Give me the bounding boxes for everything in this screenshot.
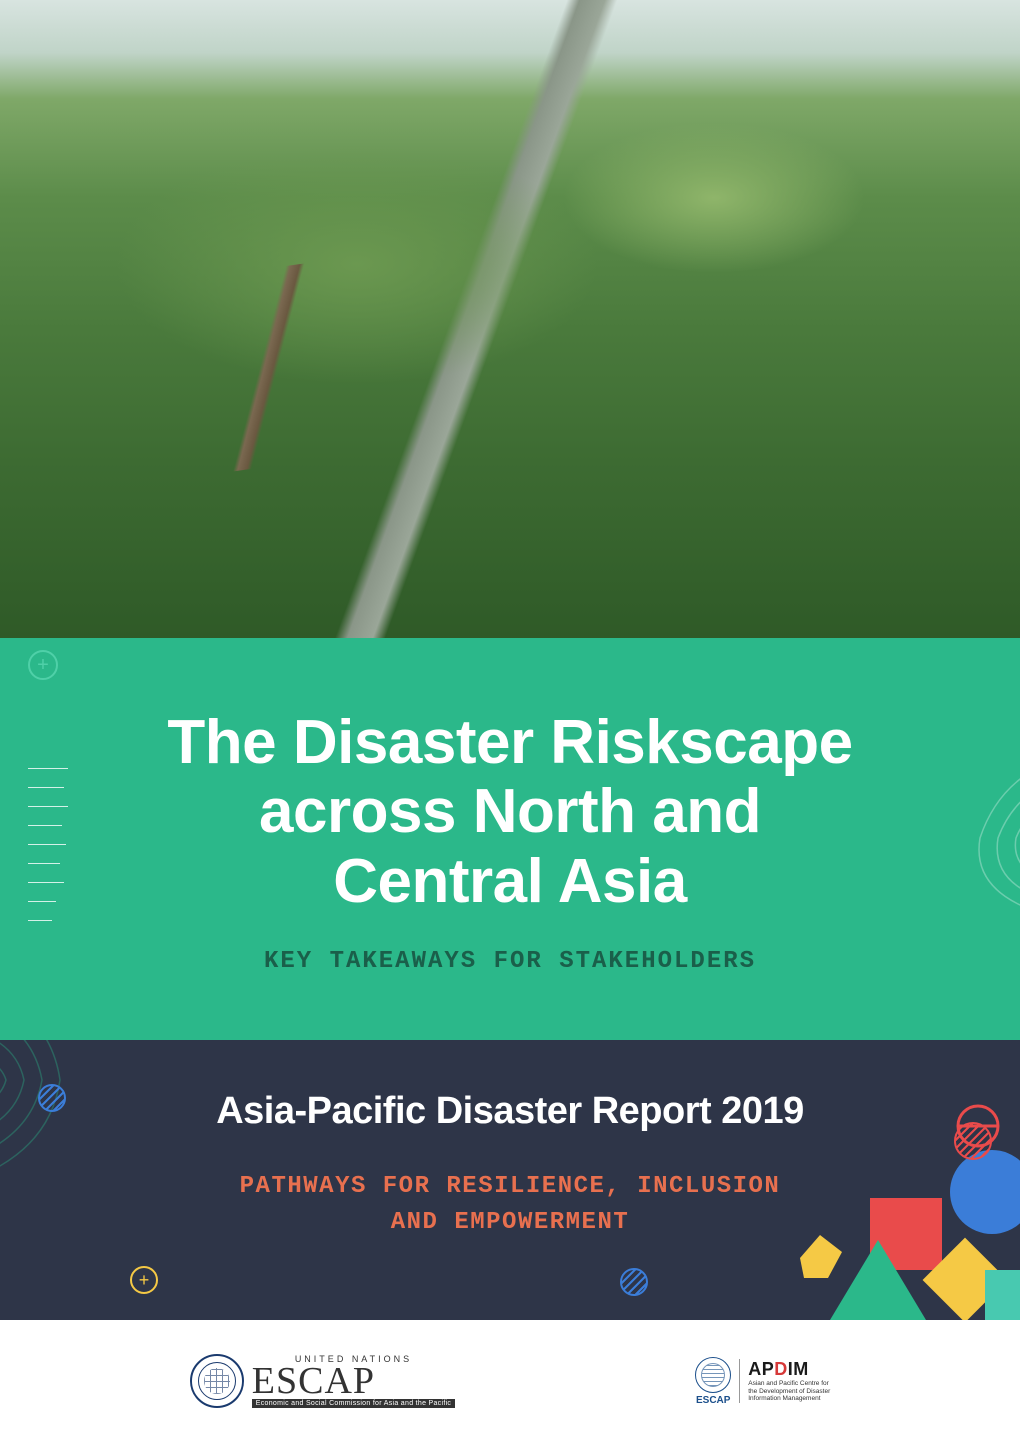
- un-emblem-icon: [190, 1354, 244, 1408]
- apdim-accent: D: [774, 1359, 788, 1379]
- green-title-panel: + The Disaster Riskscape across North an…: [0, 638, 1020, 1040]
- plus-circle-icon: +: [28, 650, 58, 680]
- escap-tagline: Economic and Social Commission for Asia …: [252, 1399, 455, 1408]
- apdim-sub-2: the Development of Disaster: [748, 1388, 830, 1396]
- contour-lines-icon: [940, 738, 1020, 938]
- title-line-1: The Disaster Riskscape: [167, 708, 852, 777]
- report-sub-line-1: PATHWAYS FOR RESILIENCE, INCLUSION: [240, 1173, 781, 1200]
- un-emblem-small-icon: [695, 1357, 731, 1393]
- hatched-circle-icon: [620, 1268, 648, 1296]
- escap-logo: UNITED NATIONS ESCAP Economic and Social…: [190, 1354, 455, 1408]
- green-subtitle: KEY TAKEAWAYS FOR STAKEHOLDERS: [100, 948, 920, 975]
- report-sub-line-2: AND EMPOWERMENT: [391, 1209, 630, 1236]
- hatched-circle-icon: [954, 1122, 992, 1160]
- apdim-logo: ESCAP APDIM Asian and Pacific Centre for…: [695, 1357, 830, 1406]
- apdim-sub-1: Asian and Pacific Centre for: [748, 1380, 830, 1388]
- escap-name: ESCAP: [252, 1364, 455, 1398]
- apdim-pre: AP: [748, 1359, 774, 1379]
- main-title: The Disaster Riskscape across North and …: [100, 708, 920, 916]
- apdim-post: IM: [788, 1359, 809, 1379]
- hero-landscape-image: [0, 0, 1020, 660]
- decorative-lines: [28, 768, 68, 939]
- apdim-title: APDIM: [748, 1359, 830, 1380]
- title-line-3: Central Asia: [333, 847, 687, 916]
- hatched-circle-icon: [38, 1084, 66, 1112]
- dark-report-panel: Asia-Pacific Disaster Report 2019 PATHWA…: [0, 1040, 1020, 1320]
- title-line-2: across North and: [259, 777, 761, 846]
- apdim-sub-3: Information Management: [748, 1395, 830, 1403]
- footer-logos: UNITED NATIONS ESCAP Economic and Social…: [0, 1320, 1020, 1442]
- apdim-escap-mini: ESCAP: [696, 1395, 730, 1406]
- plus-circle-icon: +: [130, 1266, 158, 1294]
